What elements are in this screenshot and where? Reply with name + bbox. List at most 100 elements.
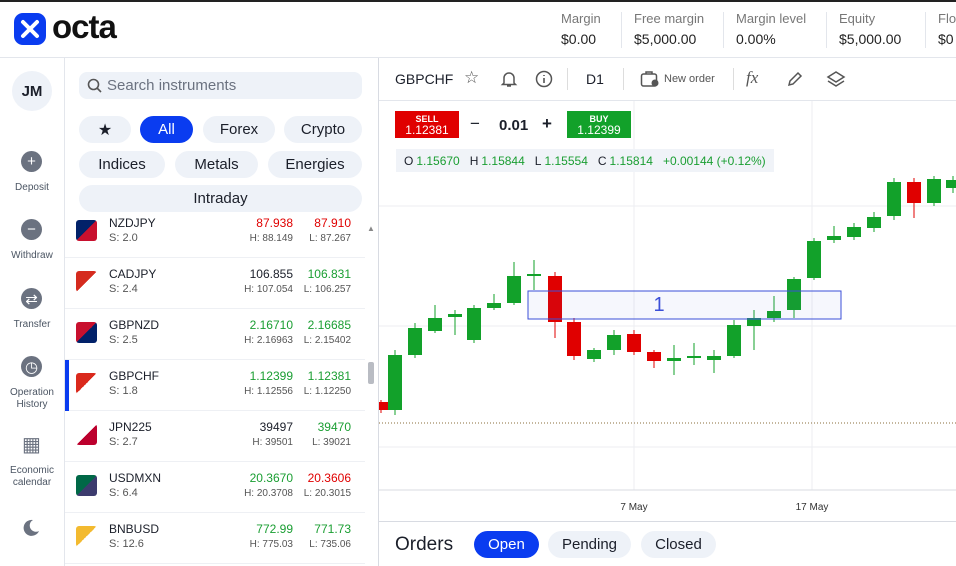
flag	[76, 271, 97, 292]
spread: S: 1.8	[109, 385, 138, 397]
sidebar-icon[interactable]: ⇄	[21, 288, 42, 309]
sidebar-icon[interactable]: +	[21, 151, 42, 172]
star-icon[interactable]: ☆	[464, 68, 480, 87]
high: H: 20.3708	[244, 488, 293, 499]
sidebar-icon[interactable]: −	[21, 219, 42, 240]
favorites-filter[interactable]: ★	[79, 116, 131, 143]
filter-button[interactable]: Crypto	[284, 116, 362, 143]
flag	[76, 322, 97, 343]
ohlc-bar: O 1.15670 H 1.15844 L 1.15554 C 1.15814 +0.00144…	[396, 149, 774, 172]
sidebar-label[interactable]: Operation History	[10, 387, 54, 410]
sell-price: 1.12381	[307, 369, 351, 383]
low: L: 735.06	[309, 539, 351, 550]
sell-price: 39470	[317, 420, 351, 434]
filter-button[interactable]: Intraday	[79, 185, 362, 212]
new-order[interactable]: New order	[664, 73, 715, 85]
candle-body	[388, 355, 402, 410]
sidebar-icon[interactable]: ▦	[22, 434, 41, 456]
flag	[76, 424, 97, 445]
candle-body	[567, 322, 581, 356]
spread: S: 12.6	[109, 538, 144, 550]
info-icon[interactable]	[535, 70, 553, 88]
candle-body	[507, 276, 521, 303]
plus-button[interactable]: +	[542, 114, 552, 133]
pencil-icon[interactable]	[786, 70, 804, 88]
new-order-icon[interactable]	[640, 70, 660, 88]
buy-price: 20.3670	[249, 471, 293, 485]
low: L: 2.15402	[303, 335, 351, 346]
instrument-row[interactable]: USDMXN S: 6.4 20.3670 20.3606 H: 20.3708 L: 2…	[65, 462, 365, 513]
candle-body	[408, 328, 422, 355]
filter-button[interactable]: Metals	[175, 151, 258, 178]
flag	[76, 526, 97, 547]
filter-button[interactable]: Indices	[79, 151, 165, 178]
buy-price: 106.855	[249, 267, 293, 281]
stat-value: $5,000.00	[634, 31, 697, 47]
spread: S: 2.0	[109, 232, 138, 244]
ohlc-label: C	[597, 153, 607, 168]
minus-button[interactable]: −	[470, 114, 480, 133]
sidebar-label[interactable]: Withdraw	[11, 250, 53, 261]
sidebar-border	[64, 58, 65, 566]
instrument-row[interactable]: CADJPY S: 2.4 106.855 106.831 H: 107.054 L: 1…	[65, 258, 365, 309]
scrollbar[interactable]	[368, 362, 374, 384]
buy-button[interactable]: BUY 1.12399	[567, 111, 631, 138]
candle-body	[467, 308, 481, 340]
layers-icon[interactable]	[826, 69, 846, 89]
bell-icon[interactable]	[500, 70, 518, 88]
scroll-up[interactable]: ▲	[367, 224, 375, 233]
high: H: 1.12556	[244, 386, 293, 397]
candle-body	[827, 236, 841, 240]
low: L: 20.3015	[303, 488, 351, 499]
timeframe[interactable]: D1	[586, 71, 604, 87]
candle-body	[428, 318, 442, 331]
ohlc-label: H	[469, 153, 479, 168]
filter-button[interactable]: Forex	[203, 116, 275, 143]
orders-tab[interactable]: Open	[474, 531, 539, 558]
sell-button[interactable]: SELL 1.12381	[395, 111, 459, 138]
avatar[interactable]: JM	[12, 71, 52, 111]
divider	[623, 68, 624, 90]
candle-body	[379, 402, 388, 410]
candle-body	[767, 311, 781, 318]
symbol: BNBUSD	[109, 522, 160, 536]
sidebar-label[interactable]: Transfer	[13, 319, 51, 330]
buy-price: 39497	[259, 420, 293, 434]
symbol: GBPNZD	[109, 318, 160, 332]
candle-body	[946, 180, 956, 188]
instrument-row[interactable]: NZDJPY S: 2.0 87.938 87.910 H: 88.149 L: 87.2…	[65, 213, 365, 258]
orders-tab[interactable]: Pending	[548, 531, 631, 558]
theme-icon[interactable]	[20, 517, 42, 539]
instrument-row[interactable]: GBPCHF S: 1.8 1.12399 1.12381 H: 1.12556 L: 1…	[65, 360, 365, 411]
price-chart[interactable]: 17 May 17 May	[379, 101, 956, 521]
annotation-text: 1	[653, 294, 664, 316]
panel-border	[378, 58, 379, 566]
filter-button[interactable]: Energies	[268, 151, 362, 178]
sidebar-label[interactable]: Economic calendar	[10, 465, 54, 488]
buy-price: 87.938	[256, 216, 293, 230]
ohlc-value: 1.15554	[544, 153, 588, 168]
top-border	[0, 0, 956, 2]
sidebar-label[interactable]: Deposit	[15, 182, 49, 193]
indicators-icon[interactable]: fx	[746, 68, 759, 87]
sell-price: 106.831	[307, 267, 351, 281]
high: H: 88.149	[249, 233, 293, 244]
instrument-row[interactable]: JPN225 S: 2.7 39497 39470 H: 39501 L: 39021	[65, 411, 365, 462]
candle-body	[647, 352, 661, 361]
symbol: NZDJPY	[109, 216, 156, 230]
stat-divider	[826, 12, 827, 48]
search-box[interactable]	[79, 72, 362, 99]
instrument-row[interactable]: BNBUSD S: 12.6 772.99 771.73 H: 775.03 L: 735…	[65, 513, 365, 564]
instrument-row[interactable]: GBPNZD S: 2.5 2.16710 2.16685 H: 2.16963 L: 2…	[65, 309, 365, 360]
buy-price: 1.12399	[249, 369, 293, 383]
filter-button[interactable]: All	[140, 116, 193, 143]
orders-tab[interactable]: Closed	[641, 531, 716, 558]
header-line	[0, 57, 956, 58]
spread: S: 2.7	[109, 436, 138, 448]
sidebar-icon[interactable]: ◷	[21, 356, 42, 377]
candle-body	[587, 350, 601, 359]
volume[interactable]: 0.01	[499, 117, 529, 134]
low: L: 106.257	[303, 284, 351, 295]
candle-body	[807, 241, 821, 278]
